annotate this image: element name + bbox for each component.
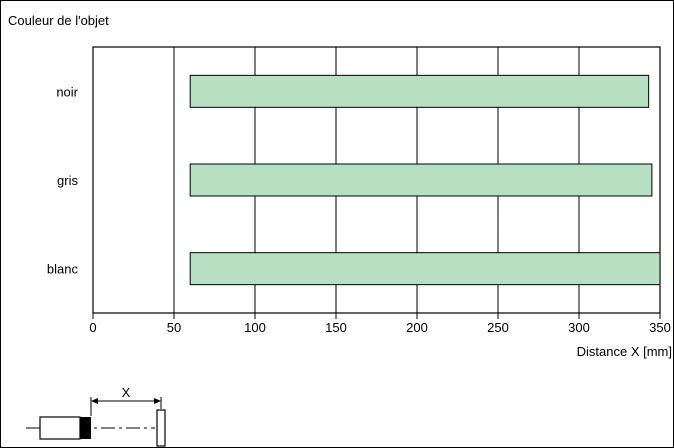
bar-blanc	[189, 252, 661, 286]
tick-label-350: 350	[649, 320, 671, 335]
bars-group	[189, 74, 661, 286]
target-object	[156, 409, 166, 447]
tick-label-200: 200	[406, 320, 428, 335]
tick-label-50: 50	[167, 320, 181, 335]
x-axis-label: Distance X [mm]	[577, 344, 672, 359]
category-label-gris: gris	[57, 173, 78, 188]
sensor-body	[39, 416, 81, 440]
dimension-arrow-left	[91, 398, 98, 404]
tick-label-0: 0	[89, 320, 96, 335]
category-labels: noir gris blanc	[47, 84, 79, 276]
sensor-diagram: X	[26, 385, 166, 447]
bar-noir	[189, 74, 650, 108]
category-label-noir: noir	[56, 84, 78, 99]
tick-label-250: 250	[487, 320, 509, 335]
tick-label-300: 300	[568, 320, 590, 335]
chart-title: Couleur de l'objet	[8, 13, 109, 28]
sensor-lens	[80, 417, 91, 439]
x-tick-labels: 0 50 100 150 200 250 300 350	[89, 313, 671, 335]
bar-gris	[189, 163, 653, 197]
dimension-label-x: X	[122, 385, 131, 400]
category-label-blanc: blanc	[47, 262, 79, 277]
dimension-arrow-right	[154, 398, 161, 404]
tick-label-150: 150	[325, 320, 347, 335]
tick-label-100: 100	[244, 320, 266, 335]
